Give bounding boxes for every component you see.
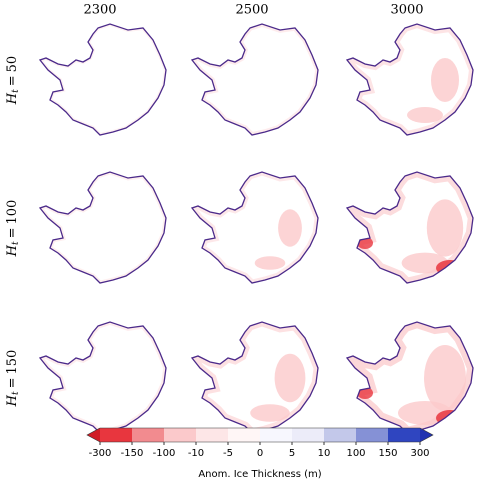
colorbar: -300 -150 -100 -10 -5 0 5 10 100 150 300 Anom. Ice … xyxy=(86,427,434,480)
colorbar-bin xyxy=(292,428,325,442)
row-label-subscript: t xyxy=(11,241,21,245)
colorbar-tick-label: -300 xyxy=(89,448,112,459)
row-label-value: 100 xyxy=(5,200,20,225)
anomaly-blob xyxy=(254,256,286,270)
colorbar-bin xyxy=(228,428,261,442)
anomaly-blob xyxy=(278,209,302,247)
colorbar-tick-label: 5 xyxy=(289,448,295,459)
colorbar-bin xyxy=(324,428,357,442)
column-title: 2300 xyxy=(83,3,116,18)
row-label: Ht = 100 xyxy=(5,200,21,258)
row-label-value: 150 xyxy=(5,350,20,375)
map-panel xyxy=(191,23,319,136)
map-panels xyxy=(39,23,474,434)
map-panel xyxy=(346,321,474,434)
colorbar-bin xyxy=(164,428,197,442)
colorbar-tick-label: 0 xyxy=(257,448,263,459)
map-panel xyxy=(346,23,474,136)
row-label-symbol: H xyxy=(5,92,20,105)
colorbar-bin xyxy=(100,428,133,442)
colorbar-extend-high xyxy=(420,428,433,442)
row-label: Ht = 150 xyxy=(5,350,21,408)
colorbar-bin xyxy=(388,428,421,442)
anomaly-blob xyxy=(274,353,306,403)
colorbar-tick-label: -5 xyxy=(223,448,233,459)
colorbar-bin xyxy=(196,428,229,442)
anomaly-blob xyxy=(426,199,464,257)
anomaly-blob xyxy=(431,58,459,102)
map-panel xyxy=(346,171,474,284)
map-panel xyxy=(39,23,167,136)
row-label-symbol: H xyxy=(5,244,20,257)
colorbar-tick-label: 150 xyxy=(378,448,397,459)
row-label: Ht = 50 xyxy=(5,56,21,105)
column-title: 3000 xyxy=(390,3,423,18)
row-label-value: 50 xyxy=(5,56,20,73)
colorbar-tick-label: 10 xyxy=(318,448,331,459)
colorbar-label: Anom. Ice Thickness (m) xyxy=(198,469,321,480)
colorbar-bin xyxy=(132,428,165,442)
colorbar-tick-label: -150 xyxy=(121,448,144,459)
colorbar-bin xyxy=(356,428,389,442)
colorbar-tick-label: 100 xyxy=(346,448,365,459)
row-label-operator: = xyxy=(5,377,20,388)
colorbar-tick-label: 300 xyxy=(410,448,429,459)
row-label-operator: = xyxy=(5,75,20,86)
colorbar-extend-low xyxy=(87,428,100,442)
row-label-subscript: t xyxy=(11,391,21,395)
row-label-operator: = xyxy=(5,227,20,238)
row-label-symbol: H xyxy=(5,394,20,407)
colorbar-bin xyxy=(260,428,293,442)
colorbar-tick-label: -10 xyxy=(188,448,204,459)
column-title: 2500 xyxy=(235,3,268,18)
map-panel xyxy=(191,171,319,284)
colorbar-tick-label: -100 xyxy=(153,448,176,459)
anomaly-blob xyxy=(436,410,464,426)
anomaly-blob xyxy=(407,107,443,123)
anomaly-blob xyxy=(250,404,290,422)
row-label-subscript: t xyxy=(11,89,21,93)
map-panel xyxy=(191,321,319,434)
anomaly-blob xyxy=(424,345,466,411)
map-panel xyxy=(39,171,167,284)
map-panel xyxy=(39,321,167,434)
anomaly-blob xyxy=(436,260,464,276)
